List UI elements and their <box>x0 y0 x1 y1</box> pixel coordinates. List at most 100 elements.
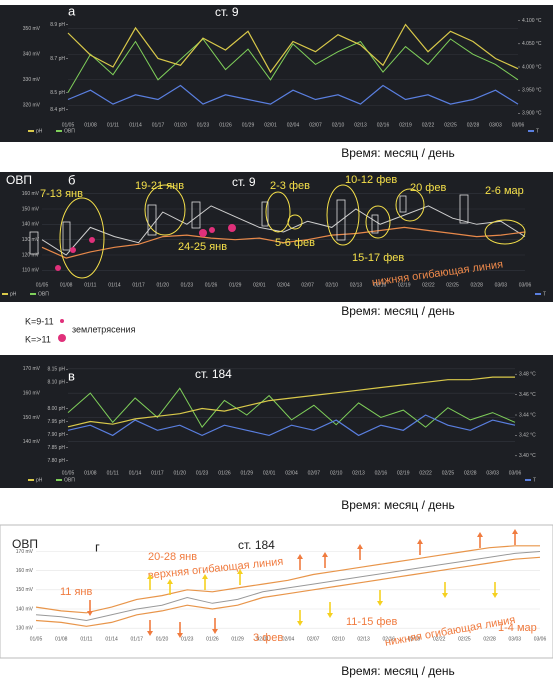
highlight-ellipse <box>395 188 425 222</box>
x-tick-label: 02/01 <box>264 122 277 128</box>
arrow-head <box>147 631 153 636</box>
highlight-box <box>147 204 157 236</box>
x-tick-label: 02/19 <box>408 636 421 642</box>
y3-tick-label: 7.90 pH <box>47 432 65 438</box>
station-label: ст. 9 <box>215 5 239 19</box>
x-tick-label: 03/06 <box>512 122 525 128</box>
annotation: 10-12 фев <box>345 174 397 186</box>
series-line <box>41 205 526 256</box>
x-tick-label: 01/23 <box>181 282 194 288</box>
earthquake-dot <box>55 265 61 271</box>
earthquake-dot <box>70 247 76 253</box>
series-line <box>67 38 519 93</box>
x-tick-label: 01/11 <box>84 282 96 288</box>
arrow-head <box>167 579 173 584</box>
highlight-box <box>62 221 71 251</box>
series-line <box>67 84 519 105</box>
x-tick-label: 02/16 <box>377 122 390 128</box>
y3-tick-label: 7.85 pH <box>47 445 65 451</box>
legend-label: T <box>543 291 546 297</box>
x-tick-label: 01/08 <box>55 636 68 642</box>
x-tick-label: 02/25 <box>458 636 471 642</box>
arrow-head <box>512 529 518 534</box>
eq-label: землетрясения <box>72 324 136 334</box>
y-tick-label: 330 mV <box>23 77 41 83</box>
x-tick-label: 02/28 <box>467 122 480 128</box>
x-tick-label: 01/14 <box>108 282 121 288</box>
x-tick-label: 02/22 <box>419 470 432 476</box>
x-tick-label: 03/03 <box>489 122 502 128</box>
x-tick-label: 01/29 <box>229 282 242 288</box>
x-tick-label: 02/22 <box>422 282 435 288</box>
x-tick-label: 02/07 <box>301 282 314 288</box>
x-tick-label: 03/06 <box>519 282 532 288</box>
annotation: 11 янв <box>60 586 93 598</box>
x-tick-label: 02/19 <box>399 122 412 128</box>
arrow-head <box>147 574 153 579</box>
x-tick-label: 02/28 <box>464 470 477 476</box>
x-tick-label: 02/10 <box>330 470 343 476</box>
y3-tick-label: 7.95 pH <box>47 419 65 425</box>
x-tick-label: 02/16 <box>375 470 388 476</box>
x-axis-label: Время: месяц / день <box>341 146 455 160</box>
annotation: 1-4 мар <box>498 622 537 634</box>
y2-tick-label: 3.48 °C <box>519 372 536 378</box>
x-tick-label: 01/14 <box>105 636 118 642</box>
earthquake-dot <box>209 227 215 233</box>
annotation: 5-6 фев <box>275 237 315 249</box>
x-tick-label: 02/19 <box>397 470 410 476</box>
panel-background <box>0 5 553 142</box>
arrow-head <box>322 552 328 557</box>
y3-tick-label: 8.4 pH <box>50 107 65 113</box>
legend-label: pH <box>10 291 17 297</box>
arrow-head <box>177 633 183 638</box>
x-tick-label: 02/10 <box>332 122 345 128</box>
y2-tick-label: 4.000 °C <box>522 64 542 70</box>
y2-tick-label: 3.950 °C <box>522 88 542 94</box>
y-tick-label: 160 mV <box>23 390 41 396</box>
y2-tick-label: 3.46 °C <box>519 392 536 398</box>
x-tick-label: 01/17 <box>151 470 164 476</box>
panel-background <box>0 355 553 488</box>
x-tick-label: 03/03 <box>509 636 522 642</box>
arrow-head <box>212 629 218 634</box>
x-tick-label: 01/26 <box>206 636 219 642</box>
legend-label: T <box>536 128 539 134</box>
station-label: ст. 184 <box>238 538 275 552</box>
y3-tick-label: 8.00 pH <box>47 406 65 412</box>
y-tick-label: 350 mV <box>23 26 41 32</box>
y-tick-label: 140 mV <box>16 606 34 612</box>
y3-tick-label: 8.9 pH <box>50 22 65 28</box>
y-tick-label: 110 mV <box>22 268 40 274</box>
y2-tick-label: 3.40 °C <box>519 453 536 459</box>
eq-small-dot <box>60 319 64 323</box>
y-tick-label: 160 mV <box>22 191 40 197</box>
y2-tick-label: 4.050 °C <box>522 41 542 47</box>
series-line <box>41 226 526 259</box>
x-tick-label: 01/05 <box>62 122 75 128</box>
x-tick-label: 02/07 <box>308 470 321 476</box>
y-tick-label: 150 mV <box>22 206 40 212</box>
x-tick-label: 03/03 <box>486 470 499 476</box>
x-tick-label: 02/13 <box>350 282 363 288</box>
y-tick-label: 150 mV <box>16 587 34 593</box>
x-axis-label: Время: месяц / день <box>341 304 455 318</box>
y-axis-label: ОВП <box>6 173 32 187</box>
y2-tick-label: 4.100 °C <box>522 18 542 24</box>
y3-tick-label: 8.7 pH <box>50 56 65 62</box>
highlight-ellipse <box>365 205 391 239</box>
annotation: 20-28 янв <box>148 551 197 563</box>
annotation: 2-3 фев <box>270 180 310 192</box>
series-line <box>67 387 516 428</box>
eq-large-label: K=>11 <box>25 334 51 344</box>
x-axis-label: Время: месяц / день <box>341 664 455 678</box>
series-line <box>35 545 540 614</box>
highlight-ellipse <box>484 219 526 245</box>
x-tick-label: 02/04 <box>282 636 295 642</box>
arrow-head <box>492 593 498 598</box>
y3-tick-label: 8.10 pH <box>47 380 65 386</box>
annotation: 24-25 янв <box>178 241 227 253</box>
annotation: 11-15 фев <box>346 616 398 628</box>
highlight-ellipse <box>265 191 291 233</box>
